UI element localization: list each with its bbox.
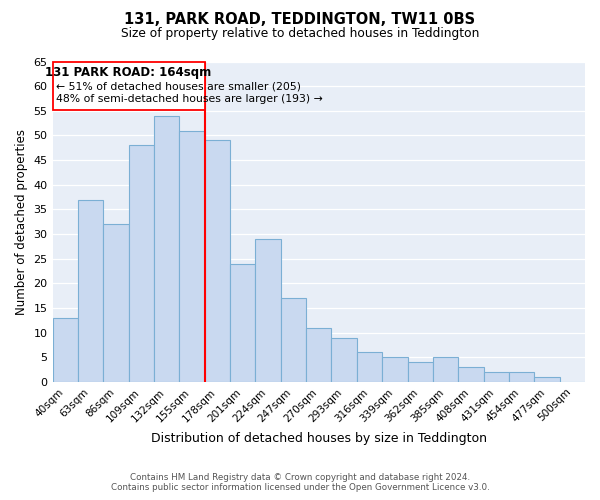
Bar [458, 367, 484, 382]
Bar [179, 130, 205, 382]
Text: Size of property relative to detached houses in Teddington: Size of property relative to detached ho… [121, 28, 479, 40]
Bar [53, 318, 78, 382]
Text: 131, PARK ROAD, TEDDINGTON, TW11 0BS: 131, PARK ROAD, TEDDINGTON, TW11 0BS [124, 12, 476, 28]
Text: 131 PARK ROAD: 164sqm: 131 PARK ROAD: 164sqm [46, 66, 212, 79]
Bar [154, 116, 179, 382]
Bar [78, 200, 103, 382]
Bar [382, 358, 407, 382]
X-axis label: Distribution of detached houses by size in Teddington: Distribution of detached houses by size … [151, 432, 487, 445]
Bar [128, 146, 154, 382]
Bar [534, 377, 560, 382]
Bar [306, 328, 331, 382]
Bar [509, 372, 534, 382]
Bar [281, 298, 306, 382]
Bar [433, 358, 458, 382]
Bar [331, 338, 357, 382]
Bar [484, 372, 509, 382]
Bar [230, 264, 256, 382]
Text: ← 51% of detached houses are smaller (205): ← 51% of detached houses are smaller (20… [56, 81, 301, 91]
Text: Contains HM Land Registry data © Crown copyright and database right 2024.
Contai: Contains HM Land Registry data © Crown c… [110, 473, 490, 492]
Bar [407, 362, 433, 382]
Bar [357, 352, 382, 382]
Bar [205, 140, 230, 382]
Bar [53, 62, 205, 110]
Text: 48% of semi-detached houses are larger (193) →: 48% of semi-detached houses are larger (… [56, 94, 323, 104]
Y-axis label: Number of detached properties: Number of detached properties [15, 128, 28, 314]
Bar [256, 239, 281, 382]
Bar [103, 224, 128, 382]
